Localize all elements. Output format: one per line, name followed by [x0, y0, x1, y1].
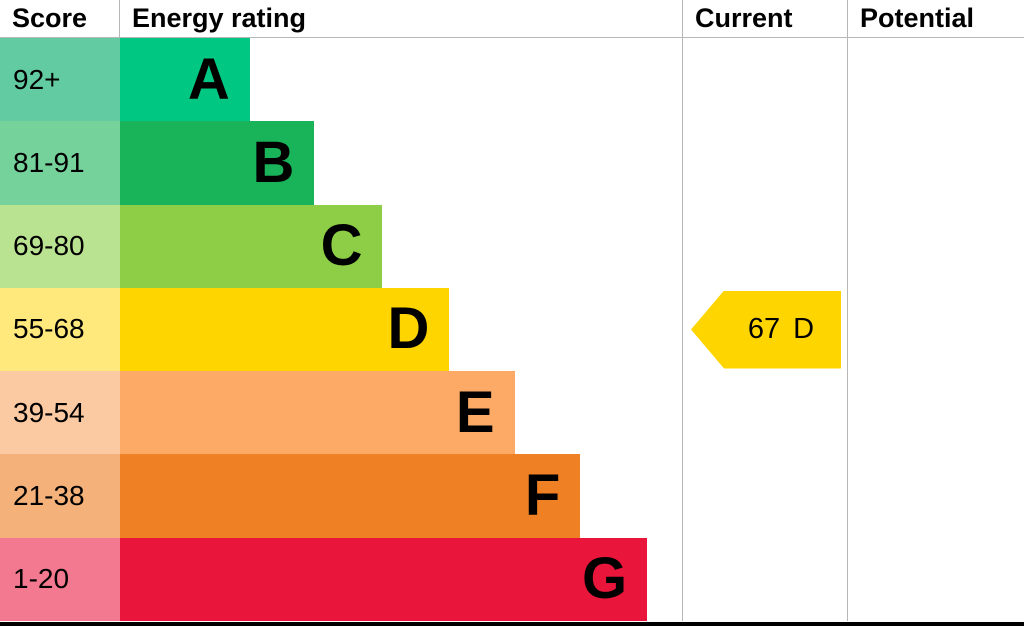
header-potential: Potential — [860, 3, 975, 33]
band-row: 39-54 E — [0, 371, 682, 455]
band-letter: B — [252, 129, 295, 195]
band-score-label: 1-20 — [13, 563, 70, 595]
band-score-label: 39-54 — [13, 396, 85, 428]
band-score-cell: 21-38 — [0, 454, 120, 538]
band-score-label: 21-38 — [13, 480, 85, 512]
band-letter: F — [524, 463, 561, 529]
band-score-label: 81-91 — [13, 146, 85, 178]
band-letter: D — [387, 296, 430, 362]
current-rating-value: 67 — [747, 313, 781, 345]
band-score-label: 55-68 — [13, 313, 85, 345]
current-rating-marker: 67 D — [691, 290, 841, 369]
band-bar: D — [120, 287, 450, 372]
band-row: 21-38 F — [0, 454, 682, 538]
band-score-label: 69-80 — [13, 230, 85, 262]
band-row: 1-20 G — [0, 537, 682, 621]
band-score-cell: 92+ — [0, 38, 120, 122]
band-bar-area: F — [120, 454, 682, 538]
band-score-cell: 81-91 — [0, 121, 120, 205]
band-bar: C — [120, 204, 383, 288]
header-current: Current — [683, 0, 848, 37]
band-score-cell: 55-68 — [0, 287, 120, 372]
current-column: 67 D — [683, 38, 848, 621]
bands-column: 92+ A 81-91 B — [0, 38, 683, 621]
band-bar: G — [120, 537, 648, 621]
band-row: 92+ A — [0, 38, 682, 122]
band-score-label: 92+ — [13, 63, 61, 95]
potential-column — [848, 38, 1024, 621]
band-bar-area: A — [120, 38, 682, 122]
band-bar-area: D — [120, 287, 682, 372]
band-row: 55-68 D — [0, 287, 682, 372]
band-score-cell: 1-20 — [0, 537, 120, 621]
band-score-cell: 69-80 — [0, 204, 120, 288]
band-bar: A — [120, 38, 250, 122]
band-score-cell: 39-54 — [0, 371, 120, 455]
chart-body: 92+ A 81-91 B — [0, 38, 1024, 621]
band-letter: E — [455, 379, 495, 445]
current-rating-letter: D — [793, 313, 815, 345]
band-bar: E — [120, 371, 515, 455]
band-row: 69-80 C — [0, 204, 682, 288]
chart-header: Score Energy rating Current Potential — [0, 0, 1024, 38]
band-bar-area: E — [120, 371, 682, 455]
band-letter: G — [582, 546, 628, 612]
band-row: 81-91 B — [0, 121, 682, 205]
header-score: Score — [0, 0, 120, 37]
band-bar: F — [120, 454, 581, 538]
band-bar-area: G — [120, 537, 682, 621]
band-letter: A — [187, 46, 230, 112]
band-bar-area: B — [120, 121, 682, 205]
band-bar-area: C — [120, 204, 682, 288]
band-bar: B — [120, 121, 315, 205]
band-letter: C — [320, 213, 363, 279]
header-energy-rating: Energy rating — [120, 0, 683, 37]
